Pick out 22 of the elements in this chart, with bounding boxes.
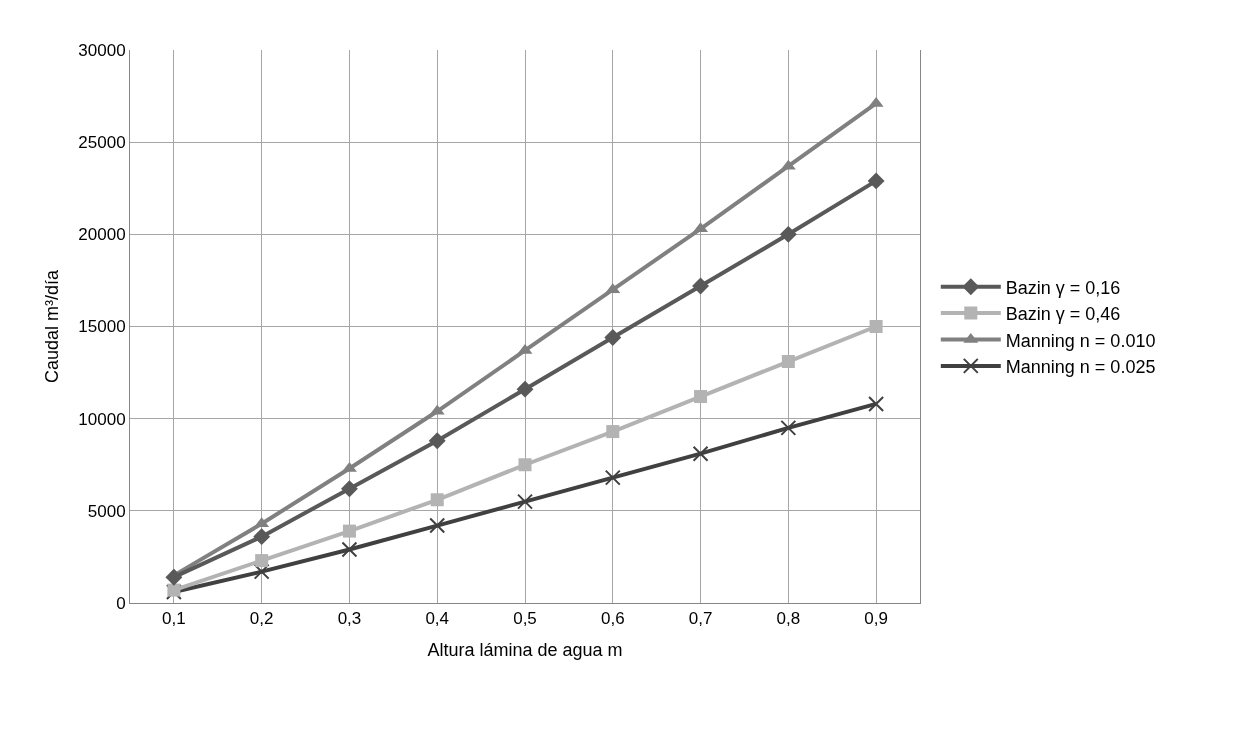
legend-label: Bazin γ = 0,46 — [1005, 304, 1121, 325]
legend-label: Manning n = 0.010 — [1005, 330, 1156, 351]
y-tick-label: 25000 — [78, 133, 126, 153]
y-tick-label: 15000 — [78, 317, 126, 337]
x-tick-label: 0,3 — [337, 609, 362, 629]
x-tick-label: 0,4 — [425, 609, 450, 629]
legend-label: Manning n = 0.025 — [1005, 356, 1156, 377]
y-tick-label: 10000 — [78, 409, 126, 429]
x-tick-label: 0,8 — [776, 609, 801, 629]
y-axis-title: Caudal m³/día — [41, 268, 62, 384]
y-tick-label: 0 — [116, 593, 126, 613]
x-tick-label: 0,9 — [864, 609, 888, 629]
legend-label: Bazin γ = 0,16 — [1005, 277, 1121, 298]
x-tick-label: 0,7 — [688, 609, 713, 629]
x-tick-label: 0,5 — [513, 609, 537, 629]
y-tick-label: 30000 — [78, 40, 126, 60]
y-tick-label: 5000 — [87, 501, 126, 521]
x-tick-label: 0,2 — [249, 609, 274, 629]
x-axis-title: Altura lámina de agua m — [427, 639, 623, 660]
x-tick-label: 0,1 — [162, 609, 186, 629]
x-tick-label: 0,6 — [600, 609, 625, 629]
y-tick-label: 20000 — [78, 225, 126, 245]
